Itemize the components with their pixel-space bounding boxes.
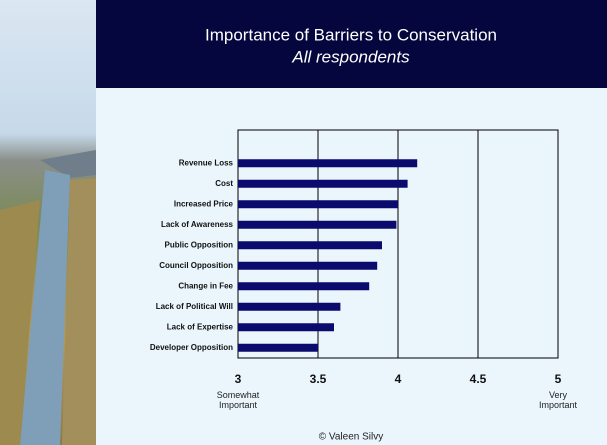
bar xyxy=(238,261,378,270)
y-tick-label: Lack of Expertise xyxy=(167,322,234,331)
x-tick-label: 3 xyxy=(235,372,242,386)
y-tick-label: Developer Opposition xyxy=(150,343,233,352)
low-anchor-label: Somewhat Important xyxy=(217,390,260,410)
y-tick-label: Change in Fee xyxy=(178,281,233,290)
bar xyxy=(238,200,398,209)
bar xyxy=(238,302,341,311)
y-tick-label: Lack of Awareness xyxy=(161,220,234,229)
x-tick-label: 4 xyxy=(395,372,402,386)
bar xyxy=(238,343,318,352)
bar xyxy=(238,220,397,229)
y-tick-label: Lack of Political Will xyxy=(156,302,233,311)
y-tick-label: Public Opposition xyxy=(165,240,234,249)
y-tick-label: Council Opposition xyxy=(159,261,233,270)
bar xyxy=(238,179,408,188)
y-tick-label: Increased Price xyxy=(174,199,234,208)
x-tick-label: 4.5 xyxy=(470,372,487,386)
bar xyxy=(238,323,334,332)
footer: © Valeen Silvy xyxy=(319,432,383,443)
chart-title: Importance of Barriers to Conservation xyxy=(205,25,497,44)
y-tick-label: Revenue Loss xyxy=(179,158,234,167)
header-band xyxy=(96,0,607,88)
bar xyxy=(238,159,418,168)
x-tick-label: 3.5 xyxy=(310,372,327,386)
bar xyxy=(238,282,370,291)
bar xyxy=(238,241,382,250)
high-anchor-label: Very Important xyxy=(539,390,578,410)
x-tick-label: 5 xyxy=(555,372,562,386)
y-tick-label: Cost xyxy=(215,179,233,188)
photo xyxy=(0,0,96,445)
chart-subtitle: All respondents xyxy=(291,47,410,66)
